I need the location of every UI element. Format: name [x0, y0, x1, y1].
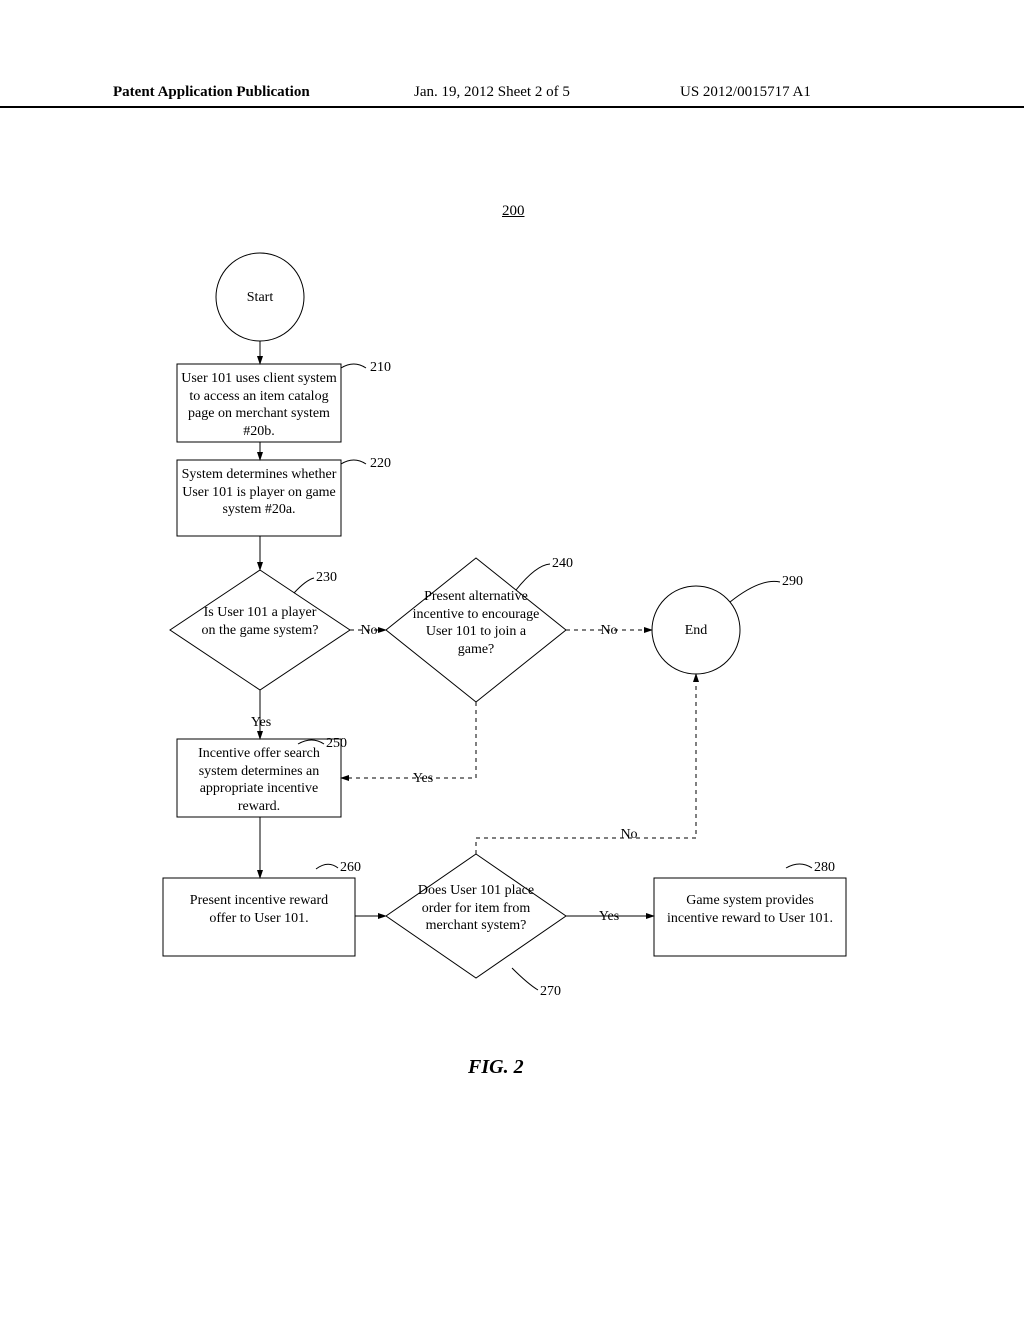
label-230-yes: Yes	[246, 714, 276, 732]
label-240-no: No	[596, 622, 622, 640]
start-label: Start	[236, 289, 284, 307]
ref-260: 260	[340, 860, 361, 876]
text-280: Game system provides incentive reward to…	[660, 892, 840, 927]
text-230: Is User 101 a player on the game system?	[195, 604, 325, 639]
ref-220: 220	[370, 456, 391, 472]
ref-290: 290	[782, 574, 803, 590]
ref-250: 250	[326, 736, 347, 752]
flowchart-svg	[0, 0, 1024, 1320]
text-260: Present incentive reward offer to User 1…	[175, 892, 343, 927]
label-270-yes: Yes	[594, 908, 624, 926]
ref-280: 280	[814, 860, 835, 876]
text-210: User 101 uses client system to access an…	[181, 370, 337, 440]
figure-caption: FIG. 2	[468, 1056, 524, 1079]
ref-230: 230	[316, 570, 337, 586]
end-label: End	[680, 622, 712, 640]
ref-210: 210	[370, 360, 391, 376]
text-250: Incentive offer search system determines…	[181, 745, 337, 815]
text-240: Present alternative incentive to encoura…	[408, 588, 544, 658]
text-270: Does User 101 place order for item from …	[414, 882, 538, 935]
ref-270: 270	[540, 984, 561, 1000]
label-270-no: No	[616, 826, 642, 844]
label-240-yes: Yes	[408, 770, 438, 788]
text-220: System determines whether User 101 is pl…	[181, 466, 337, 519]
ref-240: 240	[552, 556, 573, 572]
label-230-no: No	[356, 622, 382, 640]
